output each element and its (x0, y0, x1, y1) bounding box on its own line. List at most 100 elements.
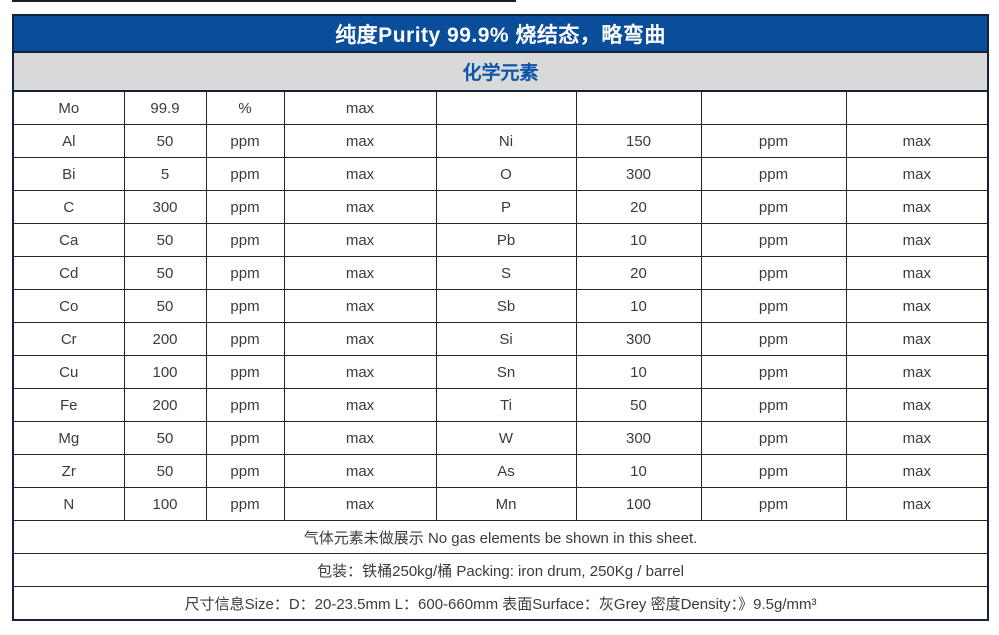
element-unit-left: ppm (205, 289, 285, 323)
element-symbol-right: Mn (435, 487, 577, 521)
element-symbol-left: Mg (12, 421, 125, 455)
element-unit-right: ppm (700, 190, 847, 224)
note-row-size: 尺寸信息Size：D：20-23.5mm L：600-660mm 表面Surfa… (12, 586, 989, 621)
element-limit-right: max (845, 256, 989, 290)
element-symbol-left: Cr (12, 322, 125, 356)
element-unit-right (700, 90, 847, 125)
element-symbol-left: Zr (12, 454, 125, 488)
element-unit-right: ppm (700, 256, 847, 290)
element-value-right: 300 (575, 421, 702, 455)
element-limit-left: max (283, 322, 437, 356)
title-row: 纯度Purity 99.9% 烧结态，略弯曲 (12, 14, 989, 53)
element-symbol-left: Cd (12, 256, 125, 290)
element-unit-right: ppm (700, 223, 847, 257)
note-size-surface-density: 尺寸信息Size：D：20-23.5mm L：600-660mm 表面Surfa… (12, 586, 989, 621)
element-symbol-right: As (435, 454, 577, 488)
element-symbol-left: C (12, 190, 125, 224)
element-limit-left: max (283, 124, 437, 158)
element-value-left: 50 (123, 223, 207, 257)
element-unit-right: ppm (700, 289, 847, 323)
element-value-right: 20 (575, 256, 702, 290)
element-value-right: 10 (575, 355, 702, 389)
note-packing: 包装：铁桶250kg/桶 Packing: iron drum, 250Kg /… (12, 553, 989, 587)
element-limit-left: max (283, 190, 437, 224)
element-row: Fe 200 ppm max Ti 50 ppm max (12, 388, 989, 422)
element-row: Cu 100 ppm max Sn 10 ppm max (12, 355, 989, 389)
element-value-right: 10 (575, 223, 702, 257)
element-limit-left: max (283, 388, 437, 422)
element-row: Al 50 ppm max Ni 150 ppm max (12, 124, 989, 158)
element-value-left: 200 (123, 322, 207, 356)
note-row-gas-elements: 气体元素未做展示 No gas elements be shown in thi… (12, 520, 989, 554)
element-unit-right: ppm (700, 157, 847, 191)
element-value-left: 5 (123, 157, 207, 191)
element-value-left: 300 (123, 190, 207, 224)
element-unit-right: ppm (700, 487, 847, 521)
element-unit-left: ppm (205, 124, 285, 158)
element-symbol-left: Fe (12, 388, 125, 422)
element-symbol-right: Sn (435, 355, 577, 389)
element-row: Ca 50 ppm max Pb 10 ppm max (12, 223, 989, 257)
element-symbol-left: Bi (12, 157, 125, 191)
element-value-right: 50 (575, 388, 702, 422)
element-row: Cd 50 ppm max S 20 ppm max (12, 256, 989, 290)
element-value-right: 20 (575, 190, 702, 224)
section-title-chemical-elements: 化学元素 (12, 51, 989, 92)
element-row: Mg 50 ppm max W 300 ppm max (12, 421, 989, 455)
element-symbol-left: Co (12, 289, 125, 323)
element-symbol-left: Cu (12, 355, 125, 389)
element-value-right: 10 (575, 454, 702, 488)
element-value-left: 50 (123, 256, 207, 290)
element-row: Co 50 ppm max Sb 10 ppm max (12, 289, 989, 323)
element-unit-right: ppm (700, 124, 847, 158)
element-limit-left: max (283, 157, 437, 191)
element-limit-right: max (845, 421, 989, 455)
element-row: Bi 5 ppm max O 300 ppm max (12, 157, 989, 191)
spec-sheet: 纯度Purity 99.9% 烧结态，略弯曲 化学元素 Mo 99.9% max Al… (12, 14, 990, 621)
element-limit-left: max (283, 421, 437, 455)
element-value-left: 50 (123, 454, 207, 488)
element-symbol-right: P (435, 190, 577, 224)
element-symbol-right: Sb (435, 289, 577, 323)
element-unit-left: ppm (205, 487, 285, 521)
element-unit-right: ppm (700, 388, 847, 422)
element-unit-left: ppm (205, 322, 285, 356)
element-unit-left: % (205, 90, 285, 125)
element-value-left: 50 (123, 421, 207, 455)
element-limit-right: max (845, 124, 989, 158)
element-value-right: 10 (575, 289, 702, 323)
element-value-right: 150 (575, 124, 702, 158)
element-symbol-right: Ni (435, 124, 577, 158)
element-value-left: 100 (123, 355, 207, 389)
top-edge-artifact (12, 0, 516, 2)
element-unit-left: ppm (205, 190, 285, 224)
element-row: Cr 200 ppm max Si 300 ppm max (12, 322, 989, 356)
element-symbol-right: Si (435, 322, 577, 356)
element-value-left: 100 (123, 487, 207, 521)
element-row: Zr 50 ppm max As 10 ppm max (12, 454, 989, 488)
element-value-right: 300 (575, 322, 702, 356)
element-row: Mo 99.9% max (12, 90, 989, 125)
element-unit-left: ppm (205, 256, 285, 290)
element-symbol-right: W (435, 421, 577, 455)
element-rows: Mo 99.9% max Al 50 ppm max Ni 150 ppm max Bi 5 ppm max… (12, 90, 989, 521)
element-value-right: 100 (575, 487, 702, 521)
element-symbol-right: Pb (435, 223, 577, 257)
element-value-right (575, 90, 702, 125)
element-value-right: 300 (575, 157, 702, 191)
element-limit-right: max (845, 190, 989, 224)
element-limit-right: max (845, 157, 989, 191)
element-limit-left: max (283, 289, 437, 323)
note-gas-elements: 气体元素未做展示 No gas elements be shown in thi… (12, 520, 989, 554)
element-limit-right: max (845, 388, 989, 422)
element-symbol-left: N (12, 487, 125, 521)
element-symbol-left: Ca (12, 223, 125, 257)
element-unit-left: ppm (205, 157, 285, 191)
element-unit-left: ppm (205, 421, 285, 455)
element-limit-left: max (283, 454, 437, 488)
element-symbol-right: S (435, 256, 577, 290)
purity-spec-table: 纯度Purity 99.9% 烧结态，略弯曲 化学元素 Mo 99.9% max Al… (12, 14, 990, 621)
element-value-left: 50 (123, 124, 207, 158)
element-limit-right: max (845, 454, 989, 488)
page-title: 纯度Purity 99.9% 烧结态，略弯曲 (12, 14, 989, 53)
